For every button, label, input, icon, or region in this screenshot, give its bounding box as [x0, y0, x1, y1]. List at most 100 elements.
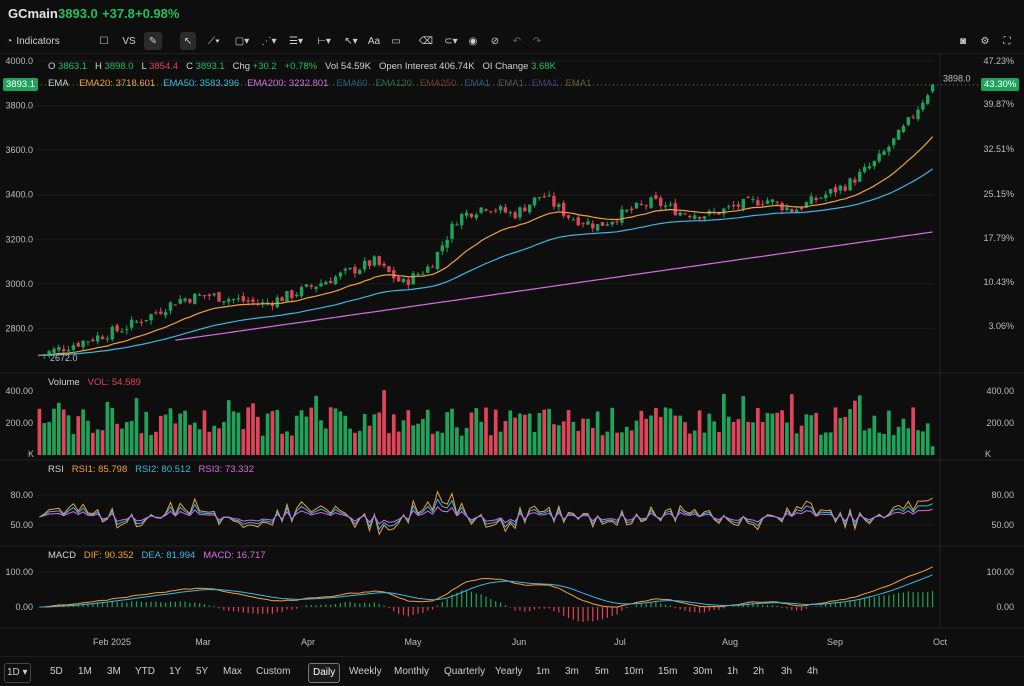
pencil-icon[interactable]: ✎ — [144, 32, 162, 50]
macd-histogram-bar — [481, 594, 482, 607]
macd-histogram-bar — [655, 602, 656, 607]
candle-body — [436, 252, 439, 269]
interval-button[interactable]: 4h — [803, 663, 822, 681]
redo-icon[interactable]: ↷ — [530, 32, 544, 50]
calendar-icon[interactable]: 1D ▾ — [4, 663, 31, 683]
macd-histogram-bar — [218, 607, 219, 608]
interval-button[interactable]: Weekly — [345, 663, 386, 681]
interval-button[interactable]: 30m — [689, 663, 716, 681]
candle-body — [829, 189, 832, 194]
range-button[interactable]: Max — [219, 663, 246, 681]
interval-button[interactable]: 3h — [777, 663, 796, 681]
volume-bar — [402, 420, 406, 455]
candle-body — [824, 195, 827, 199]
macd-histogram-bar — [544, 607, 545, 609]
interval-button[interactable]: 5m — [591, 663, 613, 681]
interval-button[interactable]: Yearly — [491, 663, 526, 681]
vs-button[interactable]: VS — [120, 32, 138, 50]
candle-body — [538, 197, 541, 198]
candle-body — [746, 197, 749, 198]
current-pct-badge: 43.30% — [981, 78, 1019, 91]
interval-button[interactable]: 3m — [561, 663, 583, 681]
range-button[interactable]: 1Y — [165, 663, 185, 681]
shape-tool-icon[interactable]: ▢▾ — [231, 32, 253, 50]
eye-icon[interactable]: ◉ — [466, 32, 480, 50]
macd-histogram-bar — [422, 607, 423, 613]
candle-body — [528, 205, 531, 213]
cursor-icon[interactable]: ↖ — [180, 32, 196, 50]
interval-button[interactable]: Monthly — [390, 663, 433, 681]
candle-body — [120, 331, 123, 332]
candle-body — [703, 216, 706, 218]
interval-button[interactable]: 10m — [620, 663, 647, 681]
symbol-title[interactable]: GCmain — [8, 6, 58, 21]
fullscreen-icon[interactable]: ⛶ — [999, 32, 1015, 50]
compare-box-icon[interactable]: ☐ — [96, 32, 112, 50]
price-change-pct: +0.98% — [135, 6, 179, 21]
volume-bar — [363, 414, 367, 455]
delete-icon[interactable]: ⊘ — [488, 32, 502, 50]
macd-histogram-bar — [786, 607, 787, 609]
rsi2-value: RSI2: 80.512 — [135, 464, 190, 475]
volume-bar — [241, 429, 245, 455]
volume-bar — [596, 411, 600, 455]
interval-button[interactable]: 15m — [654, 663, 681, 681]
macd-histogram-bar — [495, 601, 496, 607]
oi-change-value: 3.68K — [531, 61, 556, 72]
volume-bar — [353, 433, 357, 455]
macd-histogram-bar — [427, 607, 428, 611]
comment-icon[interactable]: ▭ — [388, 32, 404, 50]
candle-body — [615, 221, 618, 222]
volume-bar — [295, 416, 299, 455]
fib-tool-icon[interactable]: ☰▾ — [285, 32, 307, 50]
undo-icon[interactable]: ↶ — [510, 32, 524, 50]
interval-button[interactable]: 1m — [532, 663, 554, 681]
macd-histogram-bar — [621, 607, 622, 611]
range-button[interactable]: 3M — [103, 663, 125, 681]
camera-icon[interactable]: ◙ — [955, 32, 971, 50]
range-button[interactable]: 1M — [74, 663, 96, 681]
indicators-button[interactable]: ◔ Indicators — [4, 32, 62, 50]
macd-histogram-bar — [835, 603, 836, 607]
range-button[interactable]: 5Y — [192, 663, 212, 681]
measure-tool-icon[interactable]: ⊢▾ — [313, 32, 335, 50]
macd-histogram-bar — [680, 607, 681, 610]
macd-histogram-bar — [607, 607, 608, 618]
pattern-tool-icon[interactable]: ⋰▾ — [258, 32, 280, 50]
line-tool-icon[interactable]: ⟋▾ — [203, 32, 225, 50]
candle-body — [761, 204, 764, 205]
volume-bar — [557, 425, 561, 455]
magnet-icon[interactable]: ⊂▾ — [440, 32, 462, 50]
candle-body — [484, 209, 487, 210]
volume-bar — [484, 408, 488, 455]
chg-pct-value: +0.78% — [285, 61, 318, 72]
interval-button[interactable]: Daily — [308, 663, 340, 683]
chg-value: +30.2 — [253, 61, 277, 72]
eraser-icon[interactable]: ⌫ — [418, 32, 434, 50]
macd-histogram-bar — [204, 604, 205, 607]
range-button[interactable]: 5D — [46, 663, 67, 681]
volume-bar — [542, 410, 546, 455]
interval-button[interactable]: 1h — [723, 663, 742, 681]
volume-bar — [504, 421, 508, 455]
text-tool-icon[interactable]: Aa — [366, 32, 382, 50]
macd-histogram-bar — [388, 607, 389, 608]
arrow-tool-icon[interactable]: ↖▾ — [340, 32, 362, 50]
range-button[interactable]: Custom — [252, 663, 294, 681]
volume-bar — [324, 429, 328, 455]
candle-body — [640, 204, 643, 205]
candle-body — [649, 197, 652, 207]
candle-body — [873, 161, 876, 166]
interval-button[interactable]: Quarterly — [440, 663, 489, 681]
price-tick-label: 3600.0 — [5, 145, 33, 155]
macd-histogram-bar — [505, 605, 506, 607]
volume-bar — [620, 432, 624, 455]
ema-legend[interactable]: EMA EMA20: 3718.601 EMA50: 3583.396 EMA2… — [48, 78, 591, 89]
range-button[interactable]: YTD — [131, 663, 159, 681]
volume-bar — [902, 419, 906, 455]
candle-body — [314, 287, 317, 289]
interval-button[interactable]: 2h — [749, 663, 768, 681]
chart-canvas[interactable]: 4000.03800.03600.03400.03200.03000.02800… — [0, 53, 1024, 653]
settings-icon[interactable]: ⚙ — [977, 32, 993, 50]
